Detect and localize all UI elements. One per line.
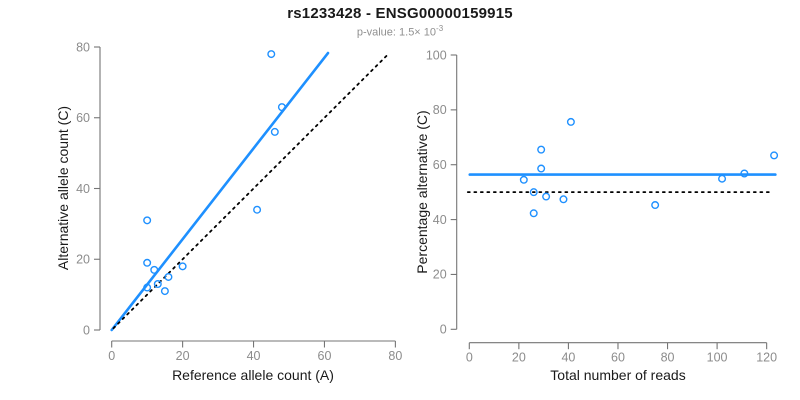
pvalue-text: p-value: 1.5× 10 <box>356 26 437 39</box>
right-data-point <box>529 188 538 197</box>
right-y-tick-label: 20 <box>433 268 447 282</box>
left-data-point <box>153 280 162 289</box>
figure-subtitle: p-value: 1.5× 10-3 <box>0 24 800 39</box>
left-data-point <box>143 216 152 225</box>
left-y-axis-title: Alternative allele count (C) <box>55 105 71 271</box>
left-data-point <box>143 283 152 292</box>
left-data-point <box>164 272 173 281</box>
left-x-tick-label: 40 <box>247 349 261 363</box>
right-data-point <box>537 145 546 154</box>
right-data-point <box>537 164 546 173</box>
left-data-point <box>150 265 159 274</box>
right-y-axis-title: Percentage alternative (C) <box>414 110 430 274</box>
left-y-tick-label: 60 <box>76 111 90 125</box>
left-x-tick-label: 60 <box>318 349 332 363</box>
left-y-tick-label: 80 <box>76 40 90 54</box>
left-data-point <box>267 50 276 59</box>
right-x-tick-label: 100 <box>707 351 728 365</box>
right-y-tick-label: 0 <box>440 323 447 337</box>
left-y-tick-label: 20 <box>76 253 90 267</box>
left-x-tick-label: 80 <box>388 349 402 363</box>
right-y-tick-label: 80 <box>433 103 447 117</box>
right-data-point <box>566 117 575 126</box>
left-x-tick-label: 20 <box>176 349 190 363</box>
left-y-tick-label: 40 <box>76 182 90 196</box>
right-y-tick-label: 60 <box>433 158 447 172</box>
left-data-point <box>270 127 279 136</box>
left-data-point <box>277 103 286 112</box>
right-x-tick-label: 20 <box>512 351 526 365</box>
identity-line <box>112 52 390 330</box>
right-x-tick-label: 60 <box>611 351 625 365</box>
right-x-tick-label: 120 <box>756 351 777 365</box>
right-y-tick-label: 40 <box>433 213 447 227</box>
right-y-tick-label: 100 <box>426 48 447 62</box>
right-data-point <box>740 169 749 178</box>
left-x-tick-label: 0 <box>108 349 115 363</box>
right-x-tick-label: 80 <box>661 351 675 365</box>
left-data-point <box>160 287 169 296</box>
right-data-point <box>529 209 538 218</box>
right-data-point <box>651 201 660 210</box>
left-data-point <box>143 258 152 267</box>
right-data-point <box>770 151 779 160</box>
pvalue-exponent: -3 <box>436 24 444 33</box>
right-data-point <box>559 195 568 204</box>
right-data-point <box>718 174 727 183</box>
left-y-tick-label: 0 <box>83 323 90 337</box>
right-data-point <box>542 192 551 201</box>
left-data-point <box>178 262 187 271</box>
right-x-tick-label: 0 <box>466 351 473 365</box>
right-data-point <box>519 175 528 184</box>
left-x-axis-title: Reference allele count (A) <box>172 367 334 383</box>
right-x-tick-label: 40 <box>561 351 575 365</box>
left-data-point <box>253 205 262 214</box>
figure-title: rs1233428 - ENSG00000159915 <box>287 5 513 22</box>
right-x-axis-title: Total number of reads <box>550 367 686 383</box>
